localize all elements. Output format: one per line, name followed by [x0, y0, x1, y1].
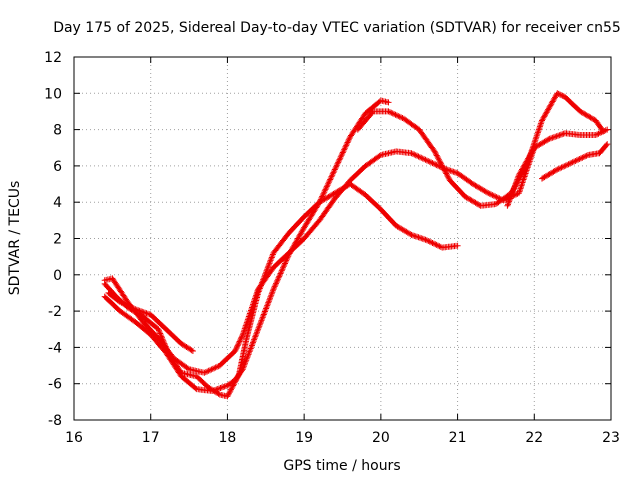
y-tick-label: -2	[48, 304, 62, 320]
y-tick-label: 0	[53, 268, 62, 284]
y-tick-label: -8	[48, 413, 62, 429]
x-tick-label: 16	[65, 430, 83, 446]
y-tick-label: 10	[44, 86, 62, 102]
x-axis-label: GPS time / hours	[283, 458, 400, 474]
series-group	[101, 90, 611, 400]
plot-frame	[73, 56, 612, 421]
series-track-f	[504, 126, 611, 209]
x-tick-label: 21	[449, 430, 467, 446]
x-tick-label: 19	[295, 430, 313, 446]
data-points	[101, 181, 461, 400]
series-track-g	[539, 141, 611, 182]
y-tick-label: -4	[48, 340, 62, 356]
y-axis-label: SDTVAR / TECUs	[7, 181, 23, 296]
x-tick-label: 23	[602, 430, 620, 446]
y-tick-label: -6	[48, 377, 62, 393]
x-tick-label: 22	[525, 430, 543, 446]
y-tick-label: 4	[53, 195, 62, 211]
y-tick-label: 8	[53, 123, 62, 139]
series-track-c	[101, 144, 538, 376]
y-tick-labels: -8 -6 -4 -2 0 2 4 6 8 10 12	[44, 50, 62, 429]
chart-title: Day 175 of 2025, Sidereal Day-to-day VTE…	[53, 20, 621, 36]
data-points	[504, 126, 611, 209]
series-track-a	[101, 181, 461, 400]
data-points	[101, 144, 538, 376]
y-tick-label: 2	[53, 232, 62, 248]
series-track-b	[101, 97, 392, 394]
x-tick-label: 18	[219, 430, 237, 446]
x-tick-label: 20	[372, 430, 390, 446]
data-points	[101, 97, 392, 394]
series-track-d	[105, 289, 196, 354]
data-points	[539, 141, 611, 182]
x-tick-labels: 16 17 18 19 20 21 22 23	[65, 430, 620, 446]
grid	[74, 57, 611, 420]
data-points	[105, 289, 196, 354]
y-tick-label: 6	[53, 159, 62, 175]
y-tick-label: 12	[44, 50, 62, 66]
x-tick-label: 17	[142, 430, 160, 446]
